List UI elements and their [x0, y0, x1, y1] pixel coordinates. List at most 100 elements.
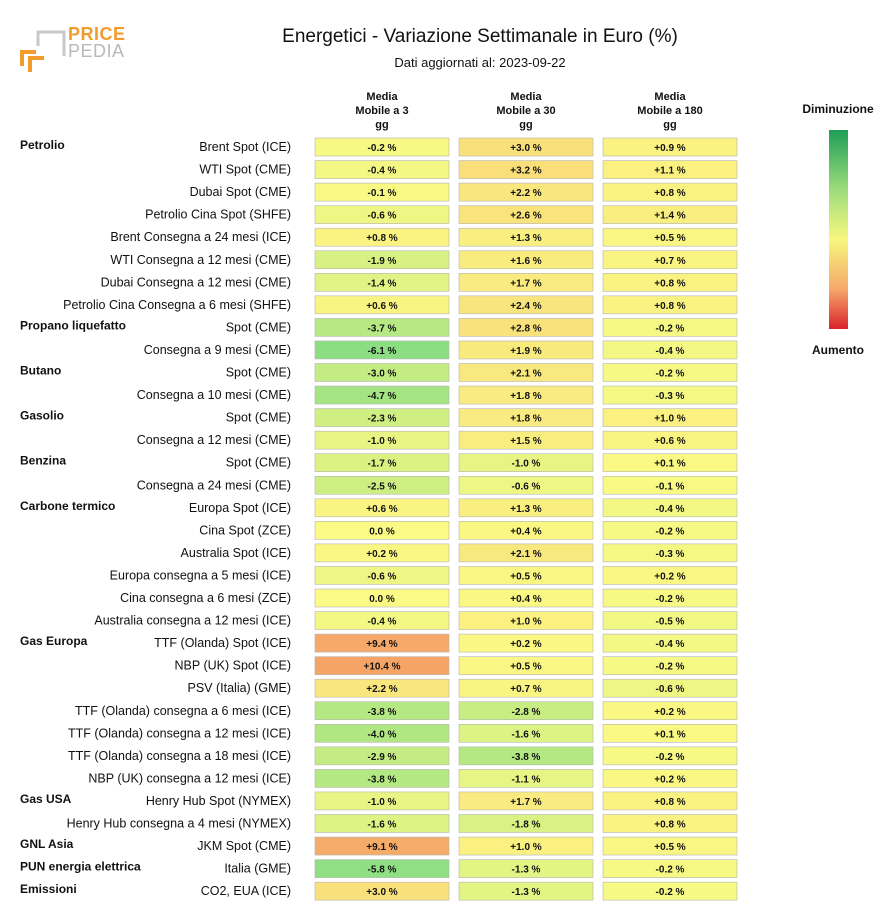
column-header-3gg: Media Mobile a 3 gg: [355, 91, 409, 131]
row-label: Petrolio Cina Spot (SHFE): [145, 208, 291, 222]
heatmap-cell: [314, 295, 450, 315]
heatmap-cell: [458, 814, 594, 833]
cell-value-label: -1.0 %: [368, 436, 397, 447]
cell-value-label: -0.2 %: [656, 526, 685, 537]
group-label: Butano: [20, 364, 61, 378]
row-label: Consegna a 10 mesi (CME): [137, 388, 291, 402]
row-label: Brent Spot (ICE): [199, 140, 291, 154]
heatmap-cell: [602, 633, 738, 653]
heatmap-cell: [602, 318, 738, 337]
cell-value-label: +0.2 %: [654, 774, 686, 785]
heatmap-cell: [314, 859, 450, 878]
heatmap-cell: [602, 340, 738, 360]
cell-value-label: -0.6 %: [368, 571, 397, 582]
heatmap-cell: [314, 566, 450, 585]
row-label: Henry Hub consegna a 4 mesi (NYMEX): [67, 817, 291, 831]
cell-value-label: -5.8 %: [368, 865, 397, 876]
cell-value-label: +1.3 %: [510, 233, 542, 244]
cell-value-label: -1.7 %: [368, 459, 397, 470]
heatmap-cell: [602, 836, 738, 856]
cell-value-label: +0.4 %: [510, 526, 542, 537]
cell-value-label: +10.4 %: [364, 662, 401, 673]
heatmap-cell: [314, 588, 450, 608]
heatmap-cell: [314, 881, 450, 901]
heatmap-cell: [602, 295, 738, 315]
heatmap-cell: [314, 137, 450, 157]
heatmap-cell: [314, 340, 450, 360]
heatmap-cell: [602, 475, 738, 495]
cell-value-label: -0.4 %: [656, 504, 685, 515]
cell-value-label: -3.8 %: [512, 752, 541, 763]
cell-value-label: +0.8 %: [654, 820, 686, 831]
cell-value-label: +1.6 %: [510, 256, 542, 267]
heatmap-cell: [458, 678, 594, 698]
cell-value-label: 0.0 %: [369, 594, 395, 605]
cell-value-label: -1.6 %: [368, 820, 397, 831]
cell-value-label: +2.6 %: [510, 211, 542, 222]
heatmap-cell: [458, 250, 594, 270]
row-label: TTF (Olanda) consegna a 12 mesi (ICE): [68, 726, 291, 740]
cell-value-label: +1.8 %: [510, 391, 542, 402]
cell-value-label: -0.4 %: [368, 617, 397, 628]
heatmap-cell: [314, 453, 450, 473]
heatmap-cell: [314, 430, 450, 450]
heatmap-cell: [314, 543, 450, 563]
cell-value-label: -0.2 %: [656, 594, 685, 605]
heatmap-cell: [602, 566, 738, 585]
heatmap-cell: [458, 227, 594, 247]
heatmap-cell: [602, 205, 738, 224]
row-label: Spot (CME): [226, 320, 291, 334]
pricepedia-logo: PRICE PEDIA: [20, 24, 130, 74]
heatmap-cell: [458, 588, 594, 608]
cell-value-label: +1.5 %: [510, 436, 542, 447]
cell-value-label: -0.6 %: [656, 684, 685, 695]
heatmap-cell: [602, 723, 738, 743]
cell-value-label: -1.6 %: [512, 729, 541, 740]
cell-value-label: +0.7 %: [510, 684, 542, 695]
heatmap-cell: [458, 318, 594, 337]
row-label: TTF (Olanda) consegna a 18 mesi (ICE): [68, 749, 291, 763]
cell-value-label: +0.2 %: [510, 639, 542, 650]
row-label: NBP (UK) consegna a 12 mesi (ICE): [88, 771, 291, 785]
heatmap-cell: [314, 160, 450, 179]
heatmap-cell: [314, 656, 450, 675]
cell-value-label: -1.8 %: [512, 820, 541, 831]
row-label: Spot (CME): [226, 366, 291, 380]
cell-value-label: -3.7 %: [368, 323, 397, 334]
cell-value-label: +0.9 %: [654, 143, 686, 154]
cell-value-label: +0.2 %: [654, 571, 686, 582]
group-label: PUN energia elettrica: [20, 860, 141, 874]
cell-value-label: +0.8 %: [654, 188, 686, 199]
cell-value-label: -4.0 %: [368, 729, 397, 740]
cell-value-label: -0.2 %: [656, 662, 685, 673]
heatmap-cell: [314, 385, 450, 405]
heatmap-cell: [314, 272, 450, 292]
heatmap-cell: [602, 250, 738, 270]
row-label: Europa consegna a 5 mesi (ICE): [110, 568, 291, 582]
cell-value-label: -1.0 %: [368, 797, 397, 808]
heatmap-cell: [314, 611, 450, 630]
cell-value-label: +0.5 %: [510, 571, 542, 582]
cell-value-label: +0.6 %: [654, 436, 686, 447]
heatmap-cell: [602, 182, 738, 202]
heatmap-cell: [602, 588, 738, 608]
row-label: JKM Spot (CME): [197, 839, 291, 853]
cell-value-label: +0.6 %: [366, 301, 398, 312]
row-label: WTI Consegna a 12 mesi (CME): [110, 253, 291, 267]
heatmap-cell: [314, 746, 450, 766]
logo-text-price: PRICE: [68, 24, 126, 44]
row-label: Consegna a 9 mesi (CME): [144, 343, 291, 357]
heatmap-cell: [314, 227, 450, 247]
heatmap-cell: [458, 137, 594, 157]
cell-value-label: +0.6 %: [366, 504, 398, 515]
cell-value-label: +1.7 %: [510, 278, 542, 289]
heatmap-cell: [314, 678, 450, 698]
group-label: Benzina: [20, 454, 66, 468]
heatmap-cell: [602, 791, 738, 811]
heatmap-cell: [458, 543, 594, 563]
heatmap-cell: [458, 746, 594, 766]
row-label: TTF (Olanda) consegna a 6 mesi (ICE): [75, 704, 291, 718]
cell-value-label: -0.2 %: [368, 143, 397, 154]
cell-value-label: -0.4 %: [656, 639, 685, 650]
cell-value-label: +0.7 %: [654, 256, 686, 267]
